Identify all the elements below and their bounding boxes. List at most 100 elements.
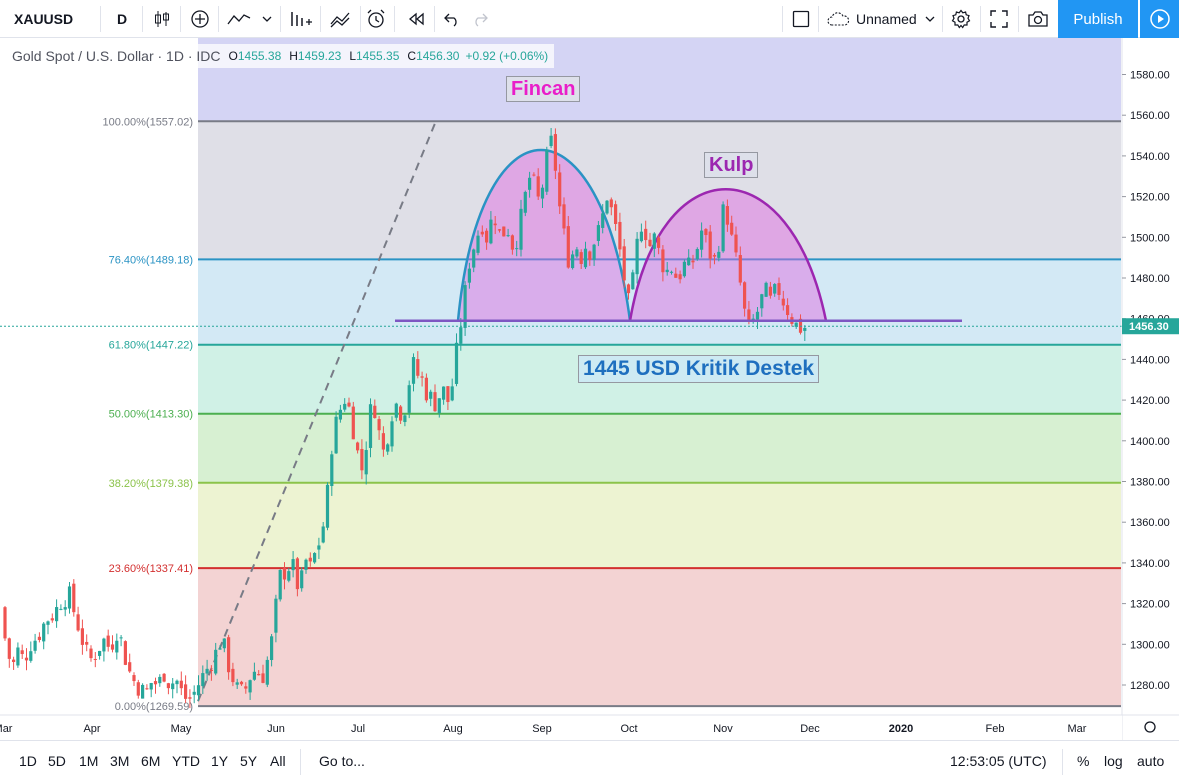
replay-button[interactable] (400, 0, 432, 38)
fib-level-label: 100.00%(1557.02) (102, 116, 193, 128)
range-ytd[interactable]: YTD (172, 753, 200, 769)
price-label: 1440.00 (1130, 354, 1170, 366)
candle (674, 273, 678, 278)
price-label: 1380.00 (1130, 477, 1170, 489)
candle (399, 406, 403, 421)
layout-name-button[interactable]: Unnamed (826, 0, 942, 38)
settings-button[interactable] (946, 0, 976, 38)
indicators-dropdown[interactable] (256, 0, 278, 38)
templates-button[interactable] (324, 0, 358, 38)
divider (100, 6, 101, 32)
templates-icon (330, 12, 350, 28)
alert-button[interactable] (362, 0, 390, 38)
play-button[interactable] (1140, 0, 1179, 38)
layout-button[interactable] (786, 0, 816, 38)
fib-zone (198, 568, 1121, 707)
candle (665, 269, 669, 273)
candle (768, 286, 772, 296)
add-symbol-button[interactable] (184, 0, 216, 38)
candle (747, 309, 751, 321)
time-label: Apr (83, 723, 100, 735)
divider (218, 6, 219, 32)
candle (622, 246, 626, 281)
price-label: 1400.00 (1130, 436, 1170, 448)
candle (717, 251, 721, 258)
candle (381, 433, 385, 450)
range-5y[interactable]: 5Y (240, 753, 258, 769)
symbol-search[interactable]: XAUUSD (0, 0, 100, 38)
candle (596, 225, 600, 241)
publish-button[interactable]: Publish (1058, 0, 1138, 38)
candle (16, 647, 20, 666)
gear-icon[interactable] (1144, 721, 1156, 733)
interval-label: D (116, 11, 128, 27)
candle (386, 444, 390, 452)
range-5d[interactable]: 5D (48, 753, 66, 769)
time-axis (0, 715, 1122, 740)
snapshot-button[interactable] (1022, 0, 1054, 38)
support-annotation[interactable]: 1445 USD Kritik Destek (578, 355, 820, 383)
handle-annotation[interactable]: Kulp (704, 152, 759, 178)
candle (330, 454, 334, 486)
candle (141, 684, 145, 699)
indicators-button[interactable] (222, 0, 256, 38)
candle (536, 176, 540, 197)
candle (743, 282, 747, 309)
candle (639, 231, 643, 242)
candle (515, 248, 519, 250)
fullscreen-button[interactable] (984, 0, 1014, 38)
undo-button[interactable] (438, 0, 466, 38)
candle (265, 659, 269, 685)
legend-high: H1459.23 (289, 49, 342, 63)
fib-zone (198, 482, 1121, 569)
divider (818, 6, 819, 32)
candle (33, 640, 37, 651)
candle (153, 681, 158, 685)
goto-button[interactable]: Go to... (319, 753, 365, 769)
divider (180, 6, 181, 32)
candle (416, 359, 420, 376)
candle (123, 641, 127, 665)
candle (278, 569, 282, 600)
range-3m[interactable]: 3M (110, 753, 130, 769)
log-toggle[interactable]: log (1104, 753, 1123, 769)
range-1m[interactable]: 1M (79, 753, 99, 769)
alert-icon (367, 9, 385, 28)
range-1y[interactable]: 1Y (211, 753, 229, 769)
range-6m[interactable]: 6M (141, 753, 161, 769)
candle (794, 322, 798, 327)
candle (7, 638, 11, 659)
candle (773, 284, 777, 294)
candle (760, 294, 764, 309)
price-label: 1480.00 (1130, 273, 1170, 285)
candle (463, 285, 467, 328)
interval-button[interactable]: D (104, 0, 140, 38)
range-all[interactable]: All (270, 753, 286, 769)
fib-level-label: 0.00%(1269.59) (115, 701, 193, 713)
candle (571, 254, 575, 269)
divider (980, 6, 981, 32)
compare-button[interactable] (284, 0, 318, 38)
auto-toggle[interactable]: auto (1137, 753, 1165, 769)
candle (102, 638, 106, 652)
chart-canvas[interactable]: 0.00%(1269.59) 23.60%(1337.41) 38.20%(1379… (0, 38, 1179, 740)
candle (480, 231, 484, 235)
current-price-badge (1122, 318, 1179, 335)
candle (334, 416, 338, 454)
candle (304, 559, 308, 570)
time-label: Jul (351, 723, 365, 735)
candle (171, 683, 175, 690)
candle (781, 298, 785, 306)
layout-icon (792, 10, 810, 28)
cup-annotation[interactable]: Fincan (506, 76, 581, 102)
candle (145, 688, 149, 690)
candle (119, 637, 123, 639)
candle (257, 674, 261, 676)
percent-toggle[interactable]: % (1077, 753, 1090, 769)
redo-button[interactable] (466, 0, 494, 38)
top-toolbar: XAUUSD D Unnamed (0, 0, 1179, 38)
chart-type-button[interactable] (146, 0, 178, 38)
chevron-down-icon (262, 16, 272, 22)
range-1d[interactable]: 1D (19, 753, 37, 769)
candle (700, 230, 704, 250)
